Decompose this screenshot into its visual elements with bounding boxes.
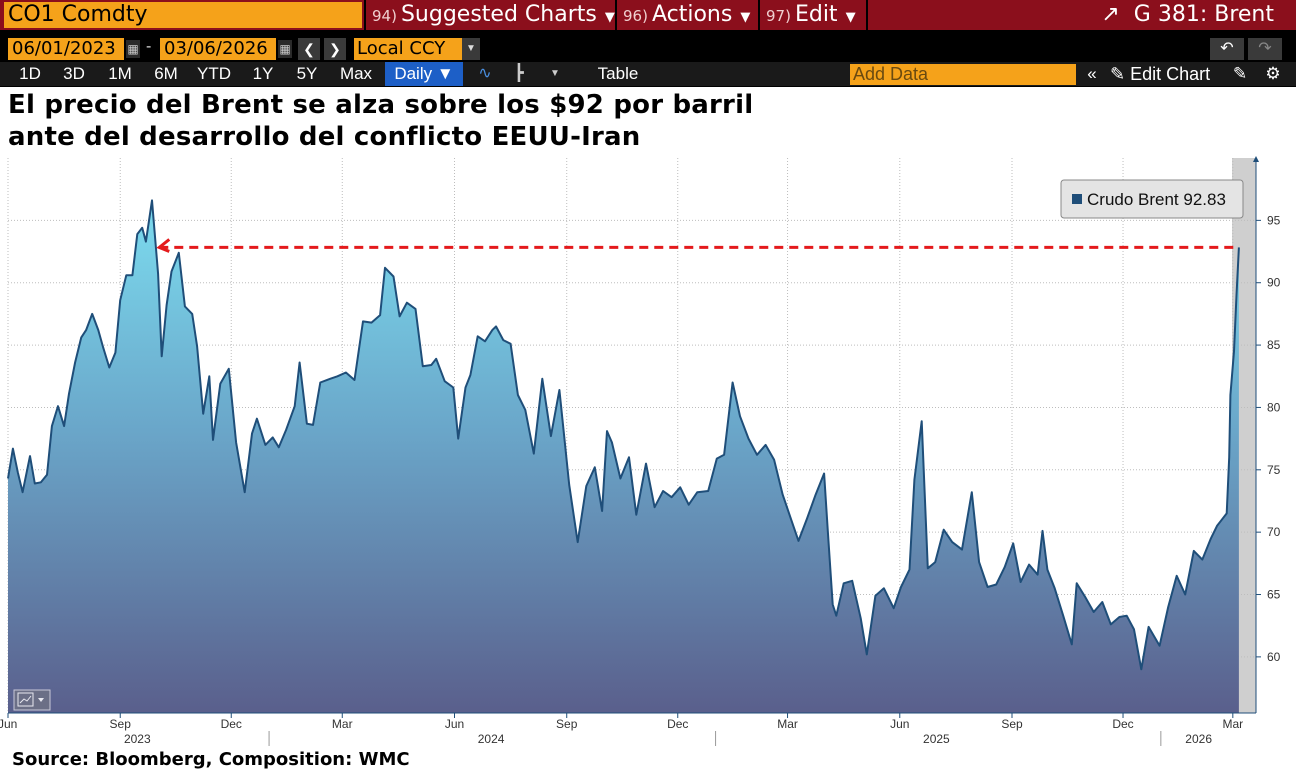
suggested-charts-menu[interactable]: 94) Suggested Charts ▼ xyxy=(372,0,615,30)
start-date-field[interactable]: 06/01/2023 xyxy=(8,38,124,60)
line-chart-glyph xyxy=(19,695,32,704)
legend-box xyxy=(1060,179,1244,219)
end-date-field[interactable]: 03/06/2026 xyxy=(160,38,276,60)
x-tick-label: Dec xyxy=(221,717,242,731)
y-tick-label: 95 xyxy=(1267,213,1281,227)
period-toolbar: 1D 3D 1M 6M YTD 1Y 5Y Max Daily ▼ ∿ ┣ ▼ … xyxy=(0,62,1296,86)
collapse-icon[interactable]: « xyxy=(1087,64,1097,83)
edit-menu[interactable]: 97) Edit ▼ xyxy=(766,0,856,30)
x-tick-label: Dec xyxy=(1112,717,1133,731)
actions-menu[interactable]: 96) Actions ▼ xyxy=(623,0,750,30)
x-tick-label: Dec xyxy=(667,717,688,731)
line-chart-icon xyxy=(17,692,34,707)
y-axis-arrow xyxy=(1253,156,1259,162)
series-line-crudo-brent xyxy=(7,199,1240,671)
year-label: 2024 xyxy=(478,732,505,746)
x-tick-label: Mar xyxy=(332,717,353,731)
legend-swatch xyxy=(1072,194,1082,204)
x-tick-label: Sep xyxy=(110,717,132,731)
popout-icon[interactable]: ↗ xyxy=(1101,2,1120,27)
chevron-down-icon xyxy=(38,698,44,702)
y-tick-label: 80 xyxy=(1267,400,1281,414)
period-ytd-button[interactable]: YTD xyxy=(197,64,231,83)
x-tick-label: Sep xyxy=(1001,717,1023,731)
pencil-icon: ✎ xyxy=(1110,64,1126,84)
frequency-select[interactable]: Daily ▼ xyxy=(385,62,463,86)
y-tick-label: 70 xyxy=(1267,525,1281,539)
period-1y-button[interactable]: 1Y xyxy=(252,64,274,83)
period-1m-button[interactable]: 1M xyxy=(108,64,132,83)
ticker-field[interactable]: CO1 Comdty xyxy=(4,2,362,28)
year-label: 2023 xyxy=(124,732,151,746)
chevron-down-icon: ▼ xyxy=(604,10,615,25)
separator xyxy=(615,0,617,30)
period-1d-button[interactable]: 1D xyxy=(19,64,41,83)
currency-select[interactable]: Local CCY xyxy=(354,38,462,60)
x-tick-label: Jun xyxy=(0,717,17,731)
bar-chart-icon[interactable]: ┣ xyxy=(514,65,524,82)
menu-label: Edit xyxy=(794,2,838,27)
legend-label: Crudo Brent 92.83 xyxy=(1087,190,1226,209)
function-title[interactable]: ↗ G 381: Brent xyxy=(1101,0,1274,30)
chevron-down-icon: ▼ xyxy=(845,10,856,25)
price-area-fill xyxy=(8,200,1239,713)
previous-period-button[interactable]: ❮ xyxy=(298,38,320,60)
date-separator: - xyxy=(146,38,152,55)
undo-button[interactable]: ↶ xyxy=(1210,38,1244,60)
menu-label: Actions xyxy=(651,2,733,27)
period-6m-button[interactable]: 6M xyxy=(154,64,178,83)
x-tick-label: Jun xyxy=(890,717,909,731)
edit-chart-button[interactable]: ✎ Edit Chart xyxy=(1110,62,1210,86)
menu-number: 94) xyxy=(372,7,397,25)
x-tick-label: Mar xyxy=(1222,717,1243,731)
chevron-down-icon: ▼ xyxy=(740,10,751,25)
period-max-button[interactable]: Max xyxy=(339,64,373,83)
separator xyxy=(866,0,868,30)
gear-icon[interactable]: ⚙ xyxy=(1265,64,1281,83)
menu-number: 97) xyxy=(766,7,791,25)
y-tick-label: 60 xyxy=(1267,650,1281,664)
period-5y-button[interactable]: 5Y xyxy=(296,64,318,83)
add-data-input[interactable]: Add Data xyxy=(850,64,1076,85)
menu-label: Suggested Charts xyxy=(400,2,597,27)
y-tick-label: 85 xyxy=(1267,338,1281,352)
x-tick-label: Jun xyxy=(445,717,464,731)
edit-chart-label: Edit Chart xyxy=(1130,64,1211,84)
redo-button[interactable]: ↷ xyxy=(1248,38,1282,60)
year-label: 2026 xyxy=(1185,732,1212,746)
menu-number: 96) xyxy=(623,7,648,25)
command-bar: CO1 Comdty 94) Suggested Charts ▼ 96) Actio… xyxy=(0,0,1296,30)
year-label: 2025 xyxy=(923,732,950,746)
x-tick-label: Sep xyxy=(556,717,578,731)
chart-title-line1: El precio del Brent se alza sobre los $9… xyxy=(8,90,754,120)
chart-title-line2: ante del desarrollo del conflicto EEUU-I… xyxy=(8,122,641,152)
calendar-icon[interactable]: ▦ xyxy=(126,40,140,58)
separator xyxy=(364,0,366,30)
period-3d-button[interactable]: 3D xyxy=(63,64,85,83)
chevron-down-icon[interactable]: ▼ xyxy=(550,68,560,79)
annotate-icon[interactable]: ✎ xyxy=(1232,64,1248,83)
calendar-icon[interactable]: ▦ xyxy=(278,40,292,58)
date-range-row: 06/01/2023 ▦ - 03/06/2026 ▦ ❮ ❯ Local CC… xyxy=(0,36,1296,62)
y-tick-label: 90 xyxy=(1267,276,1281,290)
next-period-button[interactable]: ❯ xyxy=(324,38,346,60)
chart-source: Source: Bloomberg, Composition: WMC xyxy=(12,749,410,770)
table-button[interactable]: Table xyxy=(597,64,639,83)
line-chart-icon[interactable]: ∿ xyxy=(478,65,492,82)
y-tick-label: 75 xyxy=(1267,463,1281,477)
chart-title: El precio del Brent se alza sobre los $9… xyxy=(8,89,753,153)
y-tick-label: 65 xyxy=(1267,588,1281,602)
function-label: G 381: Brent xyxy=(1133,2,1274,27)
reference-arrowhead xyxy=(156,238,171,253)
chevron-down-icon[interactable]: ▼ xyxy=(462,38,480,60)
chart-type-widget[interactable] xyxy=(13,689,51,711)
separator xyxy=(758,0,760,30)
x-tick-label: Mar xyxy=(777,717,798,731)
